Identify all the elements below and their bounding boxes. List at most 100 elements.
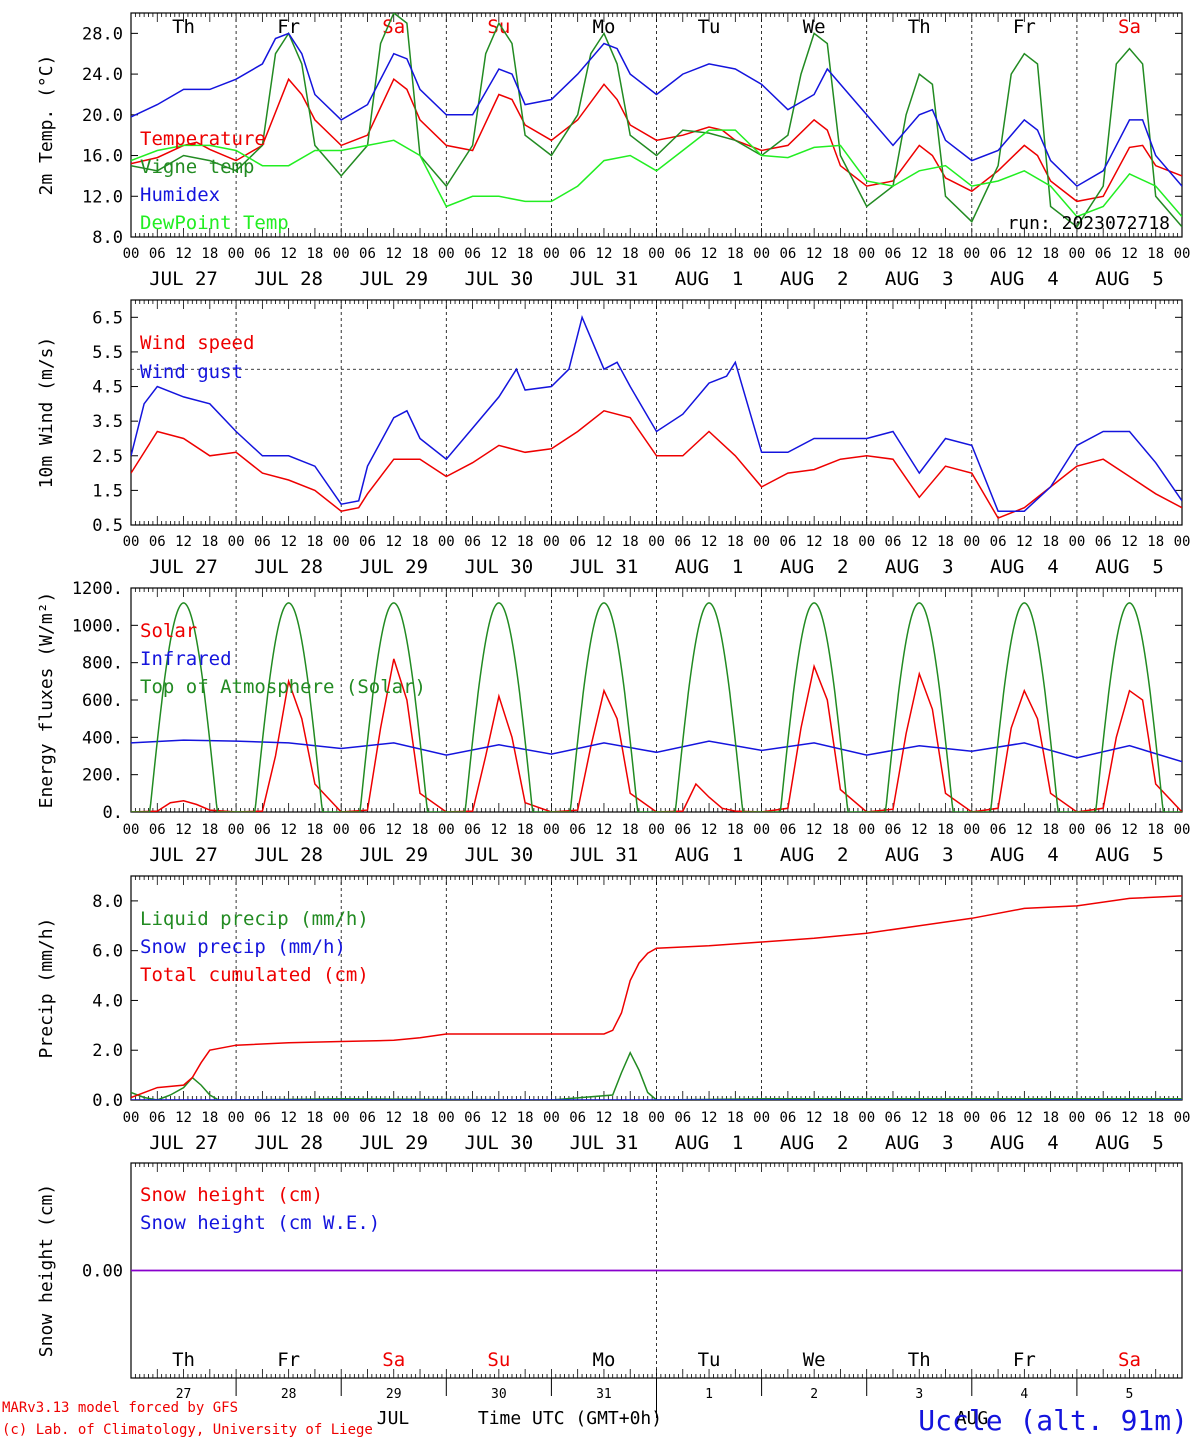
x-hour-label: 00 <box>858 1110 875 1126</box>
x-hour-label: 06 <box>674 246 691 262</box>
x-hour-label: 06 <box>885 534 902 550</box>
weekday-label: Fr <box>1013 1349 1036 1371</box>
y-axis-label: Energy fluxes (W/m²) <box>36 592 57 809</box>
legend-snow-height-cm: Snow height (cm) <box>140 1184 323 1206</box>
x-hour-label: 06 <box>1095 246 1112 262</box>
x-hour-label: 00 <box>228 822 245 838</box>
x-hour-label: 06 <box>569 822 586 838</box>
x-date-label: AUG 4 <box>990 844 1059 866</box>
series-line-infrared <box>131 739 1182 763</box>
x-hour-label: 00 <box>1174 1110 1191 1126</box>
x-hour-label: 00 <box>123 246 140 262</box>
x-hour-label: 12 <box>596 1110 613 1126</box>
x-hour-label: 06 <box>779 534 796 550</box>
y-tick-label: 0.5 <box>92 516 123 536</box>
x-hour-label: 06 <box>990 822 1007 838</box>
series-line-top-of-atmosphere-solar <box>131 602 1182 812</box>
y-tick-label: 600. <box>82 691 123 711</box>
y-tick-label: 1200. <box>72 579 123 599</box>
weekday-label: Th <box>908 16 931 38</box>
y-tick-label: 5.5 <box>92 343 123 363</box>
chart-panel-2: 0.5 1.5 2.5 3.5 4.5 5.5 6.5 10m Wind (m/s) 00 06 1… <box>36 299 1190 578</box>
x-hour-label: 12 <box>1016 246 1033 262</box>
plot-frame <box>130 299 1183 526</box>
legend-infrared: Infrared <box>140 648 232 670</box>
x-hour-label: 00 <box>753 822 770 838</box>
x-hour-label: 00 <box>333 246 350 262</box>
x-hour-label: 12 <box>175 246 192 262</box>
x-hour-label: 00 <box>543 534 560 550</box>
x-hour-label: 00 <box>858 246 875 262</box>
x-date-label: AUG 4 <box>990 1132 1059 1154</box>
weekday-label: Tu <box>698 16 721 38</box>
x-hour-label: 18 <box>622 822 639 838</box>
x-hour-label: 12 <box>596 534 613 550</box>
legend-humidex: Humidex <box>140 184 220 206</box>
weekday-label: We <box>803 16 826 38</box>
x-date-label: AUG 1 <box>675 1132 744 1154</box>
x-hour-label: 12 <box>175 534 192 550</box>
x-date-label: JUL 30 <box>465 556 534 578</box>
x-hour-label: 06 <box>359 1110 376 1126</box>
y-tick-label: 24.0 <box>82 65 123 85</box>
y-tick-label: 8.0 <box>92 228 123 248</box>
y-tick-label: 28.0 <box>82 24 123 44</box>
x-date-label: AUG 2 <box>780 1132 849 1154</box>
x-hour-label: 06 <box>779 1110 796 1126</box>
x-date-label: AUG 5 <box>1095 844 1164 866</box>
x-hour-label: 00 <box>753 534 770 550</box>
chart-panel-5: 0.00 Snow height (cm) Th Fr Sa Su Mo Tu We Th Fr Sa… <box>36 1162 1183 1418</box>
x-hour-label: 06 <box>254 246 271 262</box>
x-hour-label: 12 <box>175 822 192 838</box>
weekday-label: Mo <box>593 1349 616 1371</box>
x-date-label: AUG 2 <box>780 556 849 578</box>
x-hour-label: 18 <box>727 822 744 838</box>
plot-frame <box>130 12 1183 238</box>
series-line-vigne-temp <box>131 13 1182 228</box>
x-date-label: JUL 28 <box>254 268 323 290</box>
y-tick-label: 6.5 <box>92 308 123 328</box>
day-number-label: 4 <box>1020 1387 1028 1402</box>
x-hour-label: 12 <box>1121 534 1138 550</box>
x-hour-label: 06 <box>569 534 586 550</box>
x-date-label: JUL 29 <box>359 268 428 290</box>
x-hour-label: 06 <box>674 1110 691 1126</box>
x-hour-label: 12 <box>280 246 297 262</box>
y-tick-label: 8.0 <box>92 892 123 912</box>
x-hour-label: 18 <box>201 534 218 550</box>
x-hour-label: 12 <box>701 534 718 550</box>
x-date-label: AUG 5 <box>1095 556 1164 578</box>
x-hour-label: 12 <box>385 246 402 262</box>
y-tick-label: 4.0 <box>92 991 123 1011</box>
x-hour-label: 18 <box>832 822 849 838</box>
y-axis-label: 2m Temp. (°C) <box>36 55 57 196</box>
day-number-label: 28 <box>281 1387 297 1402</box>
x-date-label: AUG 2 <box>780 844 849 866</box>
x-hour-label: 06 <box>1095 534 1112 550</box>
x-hour-label: 00 <box>963 534 980 550</box>
y-tick-label: 1.5 <box>92 481 123 501</box>
series-group <box>131 602 1182 812</box>
x-hour-label: 18 <box>201 246 218 262</box>
footer: MARv3.13 model forced by GFS (c) Lab. of… <box>2 1400 1188 1438</box>
x-hour-label: 06 <box>149 534 166 550</box>
x-hour-label: 18 <box>937 1110 954 1126</box>
x-date-label: AUG 2 <box>780 268 849 290</box>
x-date-label: JUL 27 <box>149 1132 218 1154</box>
time-axis-label: Time UTC (GMT+0h) <box>478 1408 662 1429</box>
x-hour-label: 00 <box>543 822 560 838</box>
x-hour-label: 18 <box>622 1110 639 1126</box>
y-tick-label: 0.0 <box>92 1091 123 1111</box>
y-tick-label: 3.5 <box>92 412 123 432</box>
y-tick-label: 200. <box>82 766 123 786</box>
x-hour-label: 00 <box>648 822 665 838</box>
day-number-label: 5 <box>1126 1387 1134 1402</box>
x-hour-label: 06 <box>464 534 481 550</box>
x-hour-label: 06 <box>1095 822 1112 838</box>
x-date-label: AUG 5 <box>1095 1132 1164 1154</box>
plot-frame <box>130 587 1183 813</box>
x-date-label: JUL 31 <box>570 556 639 578</box>
legend-vigne-temp: Vigne temp <box>140 156 254 178</box>
legend-top-of-atmosphere-solar: Top of Atmosphere (Solar) <box>140 676 426 698</box>
